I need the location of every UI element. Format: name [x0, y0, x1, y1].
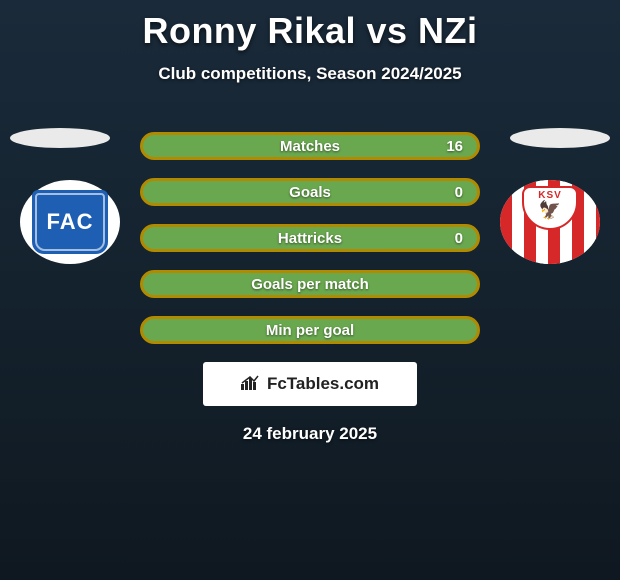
stat-label: Min per goal	[266, 322, 354, 339]
team-left-logo: FAC	[20, 180, 120, 264]
subtitle: Club competitions, Season 2024/2025	[0, 64, 620, 84]
date-text: 24 february 2025	[0, 424, 620, 444]
stat-row-min-per-goal: Min per goal	[140, 316, 480, 344]
stat-label: Goals per match	[251, 276, 369, 293]
stat-label: Hattricks	[278, 230, 342, 247]
team-left-badge: FAC	[32, 190, 108, 254]
stat-label: Goals	[289, 184, 331, 201]
stat-value-right: 0	[455, 184, 463, 201]
team-right-logo: KSV 🦅	[500, 180, 600, 264]
stat-row-hattricks: Hattricks 0	[140, 224, 480, 252]
stat-value-right: 16	[446, 138, 463, 155]
stat-row-goals-per-match: Goals per match	[140, 270, 480, 298]
attribution-text: FcTables.com	[267, 374, 379, 394]
eagle-icon: 🦅	[539, 201, 561, 219]
stat-row-goals: Goals 0	[140, 178, 480, 206]
player-left-ellipse	[10, 128, 110, 148]
chart-icon	[241, 374, 261, 395]
stat-label: Matches	[280, 138, 340, 155]
page-title: Ronny Rikal vs NZi	[0, 0, 620, 52]
stat-value-right: 0	[455, 230, 463, 247]
stat-row-matches: Matches 16	[140, 132, 480, 160]
attribution-badge: FcTables.com	[203, 362, 417, 406]
player-right-ellipse	[510, 128, 610, 148]
